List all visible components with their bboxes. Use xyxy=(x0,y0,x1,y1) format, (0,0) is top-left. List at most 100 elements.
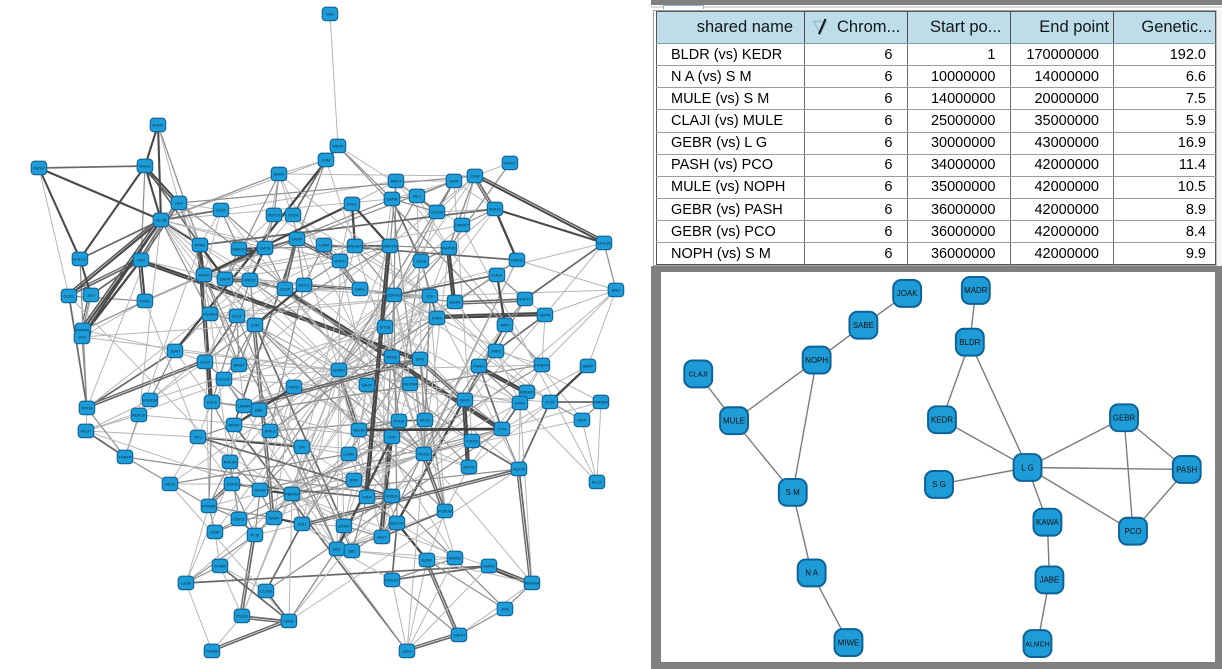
svg-text:RRSP: RRSP xyxy=(228,423,239,428)
svg-text:GTLB: GTLB xyxy=(380,325,391,330)
svg-text:PROE: PROE xyxy=(81,406,93,411)
svg-text:PWGJ: PWGJ xyxy=(473,364,485,369)
svg-text:HDGEH: HDGEH xyxy=(203,312,218,317)
svg-text:HBTD: HBTD xyxy=(165,482,176,487)
svg-text:OLOB: OLOB xyxy=(155,218,166,223)
svg-text:IAGT: IAGT xyxy=(377,535,387,540)
svg-text:MRO: MRO xyxy=(500,323,509,328)
svg-text:RPERO: RPERO xyxy=(520,390,534,395)
svg-text:MKWI: MKWI xyxy=(199,273,210,278)
svg-text:LMTB: LMTB xyxy=(260,246,271,251)
svg-text:MKFP: MKFP xyxy=(332,144,343,149)
svg-text:JABE: JABE xyxy=(1039,575,1059,584)
svg-text:GEBR: GEBR xyxy=(1113,413,1136,422)
svg-text:SMHH: SMHH xyxy=(453,633,465,638)
svg-text:PKHA: PKHA xyxy=(394,419,405,424)
svg-text:HSBFN: HSBFN xyxy=(535,363,549,368)
svg-text:ALST: ALST xyxy=(232,314,243,319)
svg-text:TER: TER xyxy=(137,258,145,263)
svg-text:BBE: BBE xyxy=(255,408,263,413)
svg-text:THBTP: THBTP xyxy=(118,455,131,460)
svg-text:PGGS: PGGS xyxy=(236,614,248,619)
svg-text:BSOJA: BSOJA xyxy=(390,521,403,526)
svg-text:MHOI: MHOI xyxy=(420,418,430,423)
svg-text:GLSJC: GLSJC xyxy=(218,377,231,382)
svg-text:REKUK: REKUK xyxy=(132,413,146,418)
svg-text:S G: S G xyxy=(932,480,946,489)
svg-text:CNUF: CNUF xyxy=(215,208,227,213)
svg-text:ALMCH: ALMCH xyxy=(1025,641,1049,648)
svg-text:SBC: SBC xyxy=(348,549,356,554)
svg-text:PLSI: PLSI xyxy=(251,533,260,538)
svg-text:ONPO: ONPO xyxy=(511,258,523,263)
svg-text:LRIC: LRIC xyxy=(174,201,183,206)
svg-text:REJ: REJ xyxy=(413,194,421,199)
svg-text:ERNO: ERNO xyxy=(338,524,350,529)
svg-text:BACBW: BACBW xyxy=(348,244,363,249)
svg-text:SABE: SABE xyxy=(853,321,874,330)
svg-text:CJM: CJM xyxy=(251,323,259,328)
svg-text:WMNRK: WMNRK xyxy=(593,400,609,405)
svg-text:OMMC: OMMC xyxy=(483,564,496,569)
svg-text:JTTA: JTTA xyxy=(497,427,507,432)
svg-text:JJGP: JJGP xyxy=(210,530,220,535)
svg-text:ESWT: ESWT xyxy=(504,161,516,166)
svg-text:PBERG: PBERG xyxy=(285,492,299,497)
svg-text:PASH: PASH xyxy=(1176,465,1197,474)
svg-text:NHFKT: NHFKT xyxy=(518,297,532,302)
svg-text:GUJP: GUJP xyxy=(280,287,291,292)
svg-text:DTSM: DTSM xyxy=(214,564,225,569)
svg-text:OJF: OJF xyxy=(388,435,396,440)
svg-text:KPRMK: KPRMK xyxy=(202,504,217,509)
svg-text:DECO: DECO xyxy=(298,283,310,288)
svg-text:ENRB: ENRB xyxy=(386,197,397,202)
svg-text:JOCB: JOCB xyxy=(416,259,427,264)
svg-text:CRWFT: CRWFT xyxy=(455,223,470,228)
svg-text:EFUUK: EFUUK xyxy=(597,241,611,246)
svg-text:WAPWS: WAPWS xyxy=(441,246,457,251)
svg-text:KPDE: KPDE xyxy=(387,355,398,360)
svg-text:NGNR: NGNR xyxy=(254,488,266,493)
svg-text:SIED: SIED xyxy=(284,619,293,624)
svg-text:URMR: URMR xyxy=(238,404,250,409)
svg-text:EKW: EKW xyxy=(449,179,458,184)
svg-text:ROSI: ROSI xyxy=(289,385,299,390)
svg-text:MDF: MDF xyxy=(578,418,587,423)
svg-text:FWFL: FWFL xyxy=(140,299,152,304)
svg-text:UDEDM: UDEDM xyxy=(143,398,158,403)
svg-text:N A: N A xyxy=(805,568,818,577)
svg-text:TSEF: TSEF xyxy=(362,495,373,500)
svg-text:FKHL: FKHL xyxy=(347,202,358,207)
svg-text:MADR: MADR xyxy=(964,286,988,295)
svg-text:JSAD: JSAD xyxy=(170,349,180,354)
svg-text:BLDR: BLDR xyxy=(959,337,980,346)
svg-text:LMEL: LMEL xyxy=(355,287,366,292)
svg-text:RLCT: RLCT xyxy=(592,480,603,485)
svg-text:DAFP: DAFP xyxy=(220,277,231,282)
svg-text:MREHA: MREHA xyxy=(525,581,540,586)
svg-text:RODG: RODG xyxy=(386,494,398,499)
svg-text:BNL: BNL xyxy=(333,547,342,552)
svg-text:LEJB: LEJB xyxy=(181,581,191,586)
svg-text:OBECH: OBECH xyxy=(232,247,246,252)
svg-text:BWGJ: BWGJ xyxy=(139,164,151,169)
svg-text:KUEK: KUEK xyxy=(492,273,503,278)
svg-text:OSKS: OSKS xyxy=(233,517,244,522)
svg-text:L G: L G xyxy=(1021,463,1034,472)
svg-text:OCKL: OCKL xyxy=(64,294,76,299)
svg-text:CLAJI: CLAJI xyxy=(689,371,708,378)
svg-text:MSDII: MSDII xyxy=(244,278,255,283)
svg-text:JOAK: JOAK xyxy=(897,289,918,298)
svg-text:RMSP: RMSP xyxy=(33,166,45,171)
svg-text:JWBC: JWBC xyxy=(490,349,501,354)
svg-text:EWLDF: EWLDF xyxy=(385,578,400,583)
svg-text:LNM: LNM xyxy=(322,158,330,163)
svg-text:IEWJU: IEWJU xyxy=(489,207,502,212)
svg-text:EILM: EILM xyxy=(200,360,209,365)
svg-text:WIFA: WIFA xyxy=(515,401,525,406)
svg-text:JPU: JPU xyxy=(78,335,86,340)
svg-text:KEDR: KEDR xyxy=(931,415,953,424)
svg-text:IOH: IOH xyxy=(426,294,433,299)
svg-text:BAJT: BAJT xyxy=(362,383,372,388)
svg-text:KSLE: KSLE xyxy=(207,400,218,405)
